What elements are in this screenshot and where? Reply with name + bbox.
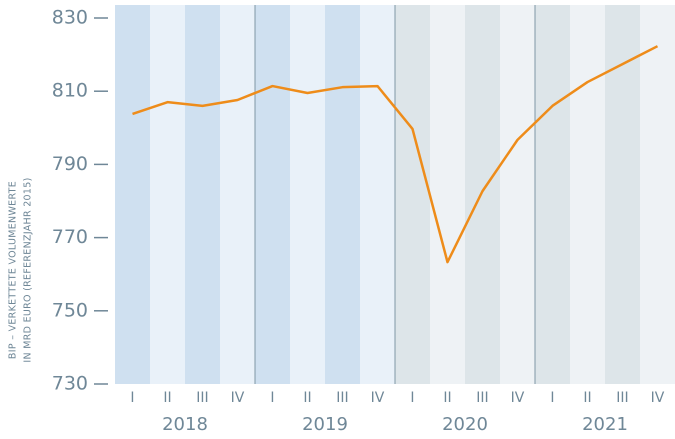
- band: [430, 5, 465, 384]
- x-tick-label: I: [270, 390, 274, 406]
- x-tick-label: III: [476, 390, 488, 406]
- band: [640, 5, 675, 384]
- y-tick-label: 770: [52, 226, 88, 248]
- y-axis-label: IN MRD EURO (REFERENZJAHR 2015): [23, 177, 34, 362]
- x-tick-label: II: [583, 390, 591, 406]
- x-tick-label: II: [163, 390, 171, 406]
- x-tick-label: III: [616, 390, 628, 406]
- x-group-label: 2018: [162, 414, 208, 435]
- y-axis-label: BIP – VERKETTETE VOLUMENWERTE: [8, 181, 19, 359]
- band: [360, 5, 395, 384]
- x-tick-label: I: [410, 390, 414, 406]
- band: [570, 5, 605, 384]
- x-tick-label: IV: [511, 390, 525, 406]
- band: [115, 5, 150, 384]
- band: [325, 5, 360, 384]
- band: [220, 5, 255, 384]
- y-tick-label: 810: [52, 80, 88, 102]
- band: [290, 5, 325, 384]
- x-tick-label: III: [336, 390, 348, 406]
- x-group-label: 2020: [442, 414, 488, 435]
- x-tick-label: III: [196, 390, 208, 406]
- x-tick-label: IV: [651, 390, 665, 406]
- y-tick-label: 750: [52, 299, 88, 321]
- band: [605, 5, 640, 384]
- x-tick-label: I: [550, 390, 554, 406]
- x-tick-label: IV: [231, 390, 245, 406]
- band: [150, 5, 185, 384]
- x-tick-label: IV: [371, 390, 385, 406]
- band: [185, 5, 220, 384]
- band: [500, 5, 535, 384]
- y-tick-label: 730: [52, 373, 88, 395]
- data-line: [132, 45, 659, 264]
- x-group-label: 2021: [582, 414, 628, 435]
- band: [395, 5, 430, 384]
- band: [465, 5, 500, 384]
- band: [255, 5, 290, 384]
- x-group-label: 2019: [302, 414, 348, 435]
- y-tick-label: 790: [52, 153, 88, 175]
- x-tick-label: II: [303, 390, 311, 406]
- y-tick-label: 830: [52, 7, 88, 29]
- band: [535, 5, 570, 384]
- x-tick-label: II: [443, 390, 451, 406]
- x-tick-label: I: [130, 390, 134, 406]
